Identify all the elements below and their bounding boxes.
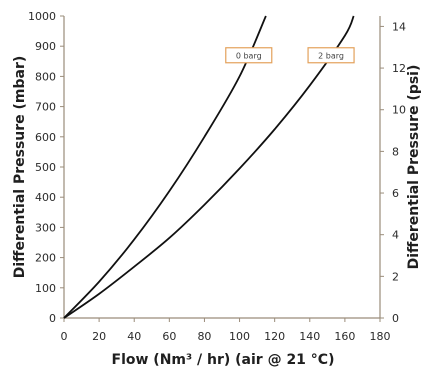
y2-tick-label: 10 <box>392 104 406 117</box>
y-tick-label: 500 <box>35 161 56 174</box>
x-tick-label: 140 <box>299 330 320 343</box>
y-axis-title: Differential Pressure (mbar) <box>12 56 28 279</box>
x-tick-label: 100 <box>229 330 250 343</box>
y-tick-label: 100 <box>35 282 56 295</box>
y2-tick-label: 2 <box>392 270 399 283</box>
series-label-0-barg: 0 barg <box>236 51 262 60</box>
x-tick-label: 60 <box>162 330 176 343</box>
y-tick-label: 700 <box>35 101 56 114</box>
y2-tick-label: 14 <box>392 20 406 33</box>
series-line-0-barg <box>63 15 267 319</box>
x-tick-label: 180 <box>370 330 391 343</box>
y-tick-label: 900 <box>35 40 56 53</box>
y2-tick-label: 6 <box>392 187 399 200</box>
x-tick-label: 40 <box>127 330 141 343</box>
x-tick-label: 0 <box>61 330 68 343</box>
y2-tick-label: 8 <box>392 145 399 158</box>
left-y-axis-ticks: 0 100 200 300 400 500 600 700 800 900 1000 <box>28 10 64 325</box>
x-tick-label: 160 <box>334 330 355 343</box>
x-tick-label: 80 <box>197 330 211 343</box>
y2-tick-label: 4 <box>392 229 399 242</box>
right-y-axis-ticks: 0 2 4 6 8 10 12 14 <box>380 20 406 325</box>
y-tick-label: 200 <box>35 252 56 265</box>
y-tick-label: 800 <box>35 70 56 83</box>
series-labels: 0 barg 2 barg <box>225 47 355 64</box>
y-tick-label: 0 <box>49 312 56 325</box>
x-axis-ticks: 0 20 40 60 80 100 120 140 160 180 <box>61 318 391 343</box>
y2-axis-title: Differential Pressure (psi) <box>406 65 422 270</box>
x-tick-label: 20 <box>92 330 106 343</box>
y2-tick-label: 0 <box>392 312 399 325</box>
x-tick-label: 120 <box>264 330 285 343</box>
y-tick-label: 600 <box>35 131 56 144</box>
series-label-box-2-barg <box>307 47 355 64</box>
series-label-2-barg: 2 barg <box>318 51 344 60</box>
y-tick-label: 400 <box>35 191 56 204</box>
x-axis-title: Flow (Nm³ / hr) (air @ 21 °C) <box>112 352 335 368</box>
y2-tick-label: 12 <box>392 62 406 75</box>
y-tick-label: 1000 <box>28 10 56 23</box>
y-tick-label: 300 <box>35 221 56 234</box>
series-label-box-0-barg <box>225 47 273 64</box>
